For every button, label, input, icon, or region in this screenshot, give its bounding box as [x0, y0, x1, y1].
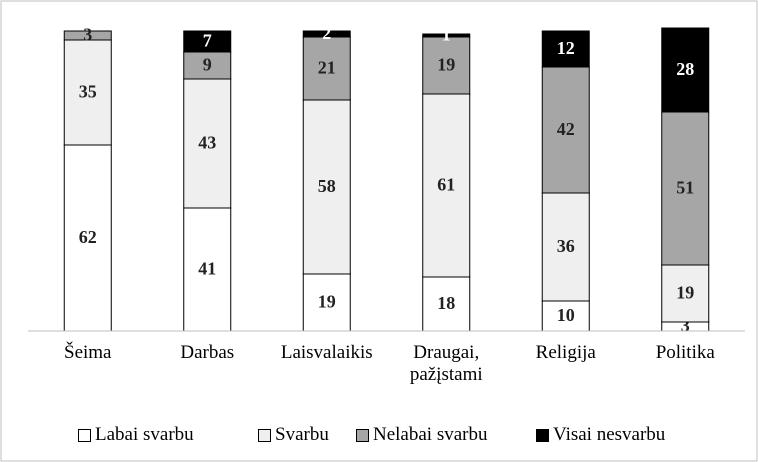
legend-swatch	[258, 428, 271, 442]
bar-segment	[63, 39, 112, 146]
legend-swatch	[536, 428, 549, 442]
legend-swatch	[78, 428, 91, 442]
data-label: 36	[557, 236, 575, 256]
data-label: 58	[318, 176, 336, 196]
bar-segment	[183, 207, 232, 332]
data-label: 12	[557, 38, 575, 58]
bar-segment	[661, 111, 710, 266]
data-label: 2	[322, 23, 331, 43]
data-label: 42	[557, 119, 575, 139]
bar-segment	[422, 33, 471, 38]
data-label: 3	[681, 316, 690, 336]
bar-segment	[422, 93, 471, 278]
data-label: 9	[203, 55, 212, 75]
bar-segment	[541, 30, 590, 68]
data-label: 19	[437, 55, 455, 75]
bar-segment	[183, 78, 232, 209]
legend-item: Nelabai svarbu	[356, 424, 487, 446]
x-tick-label: Politika	[655, 342, 715, 363]
bar-segment	[661, 27, 710, 113]
data-label: 7	[203, 31, 212, 51]
bar-segment	[183, 30, 232, 53]
data-label: 43	[198, 133, 216, 153]
data-label: 19	[318, 292, 336, 312]
x-tick-label: Draugai, pažįstami	[409, 342, 483, 385]
legend-swatch	[356, 428, 369, 442]
bar-segment	[63, 144, 112, 332]
legend-label: Visai nesvarbu	[553, 424, 666, 445]
data-label: 21	[318, 58, 336, 78]
data-label: 19	[676, 283, 694, 303]
bar-segment	[63, 30, 112, 41]
data-label: 35	[79, 82, 97, 102]
x-tick-label: Darbas	[180, 342, 235, 363]
legend-item: Svarbu	[258, 424, 329, 446]
x-tick-label: Šeima	[64, 342, 112, 363]
legend-label: Svarbu	[275, 424, 329, 445]
data-label: 61	[437, 175, 455, 195]
x-tick-label: Religija	[535, 342, 596, 363]
data-label: 1	[442, 25, 451, 45]
bar-segment	[422, 36, 471, 95]
bar-segment	[661, 264, 710, 323]
legend-label: Labai svarbu	[95, 424, 194, 445]
bar-segment	[302, 99, 351, 275]
legend-item: Visai nesvarbu	[536, 424, 665, 446]
bar-segment	[302, 30, 351, 38]
bar-segment	[541, 192, 590, 302]
data-label: 62	[79, 227, 97, 247]
data-label: 51	[676, 178, 694, 198]
data-label: 10	[557, 305, 575, 325]
legend-item: Labai svarbu	[78, 424, 194, 446]
data-label: 3	[83, 25, 92, 45]
data-label: 28	[676, 59, 694, 79]
data-label: 18	[437, 293, 455, 313]
data-label: 41	[198, 259, 216, 279]
legend-label: Nelabai svarbu	[373, 424, 488, 445]
x-tick-label: Laisvalaikis	[280, 342, 373, 363]
